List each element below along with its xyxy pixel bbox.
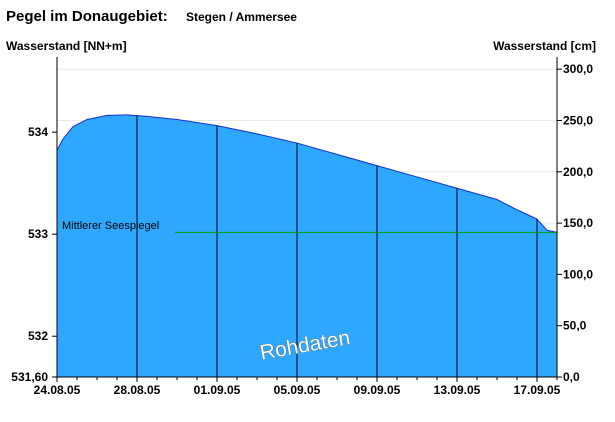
left-tick-label: 531,60 [11,370,48,384]
right-tick-label: 50,0 [563,319,587,333]
right-tick-label: 0,0 [563,370,580,384]
x-tick-label: 24.08.05 [34,383,81,397]
x-tick-label: 13.09.05 [434,383,481,397]
chart-title: Pegel im Donaugebiet: [6,8,168,25]
left-tick-label: 533 [28,227,48,241]
x-tick-label: 01.09.05 [194,383,241,397]
right-tick-label: 150,0 [563,216,593,230]
x-tick-label: 17.09.05 [514,383,561,397]
left-tick-label: 534 [28,125,48,139]
right-axis-label: Wasserstand [cm] [493,39,596,53]
x-tick-label: 05.09.05 [274,383,321,397]
chart-subtitle: Stegen / Ammersee [186,10,297,24]
right-tick-label: 100,0 [563,267,593,281]
left-axis-label: Wasserstand [NN+m] [6,39,127,53]
x-tick-label: 28.08.05 [114,383,161,397]
right-tick-label: 200,0 [563,165,593,179]
right-tick-label: 250,0 [563,114,593,128]
reference-line-label: Mittlerer Seespiegel [62,220,159,232]
right-tick-label: 300,0 [563,62,593,76]
x-tick-label: 09.09.05 [354,383,401,397]
left-tick-label: 532 [28,329,48,343]
